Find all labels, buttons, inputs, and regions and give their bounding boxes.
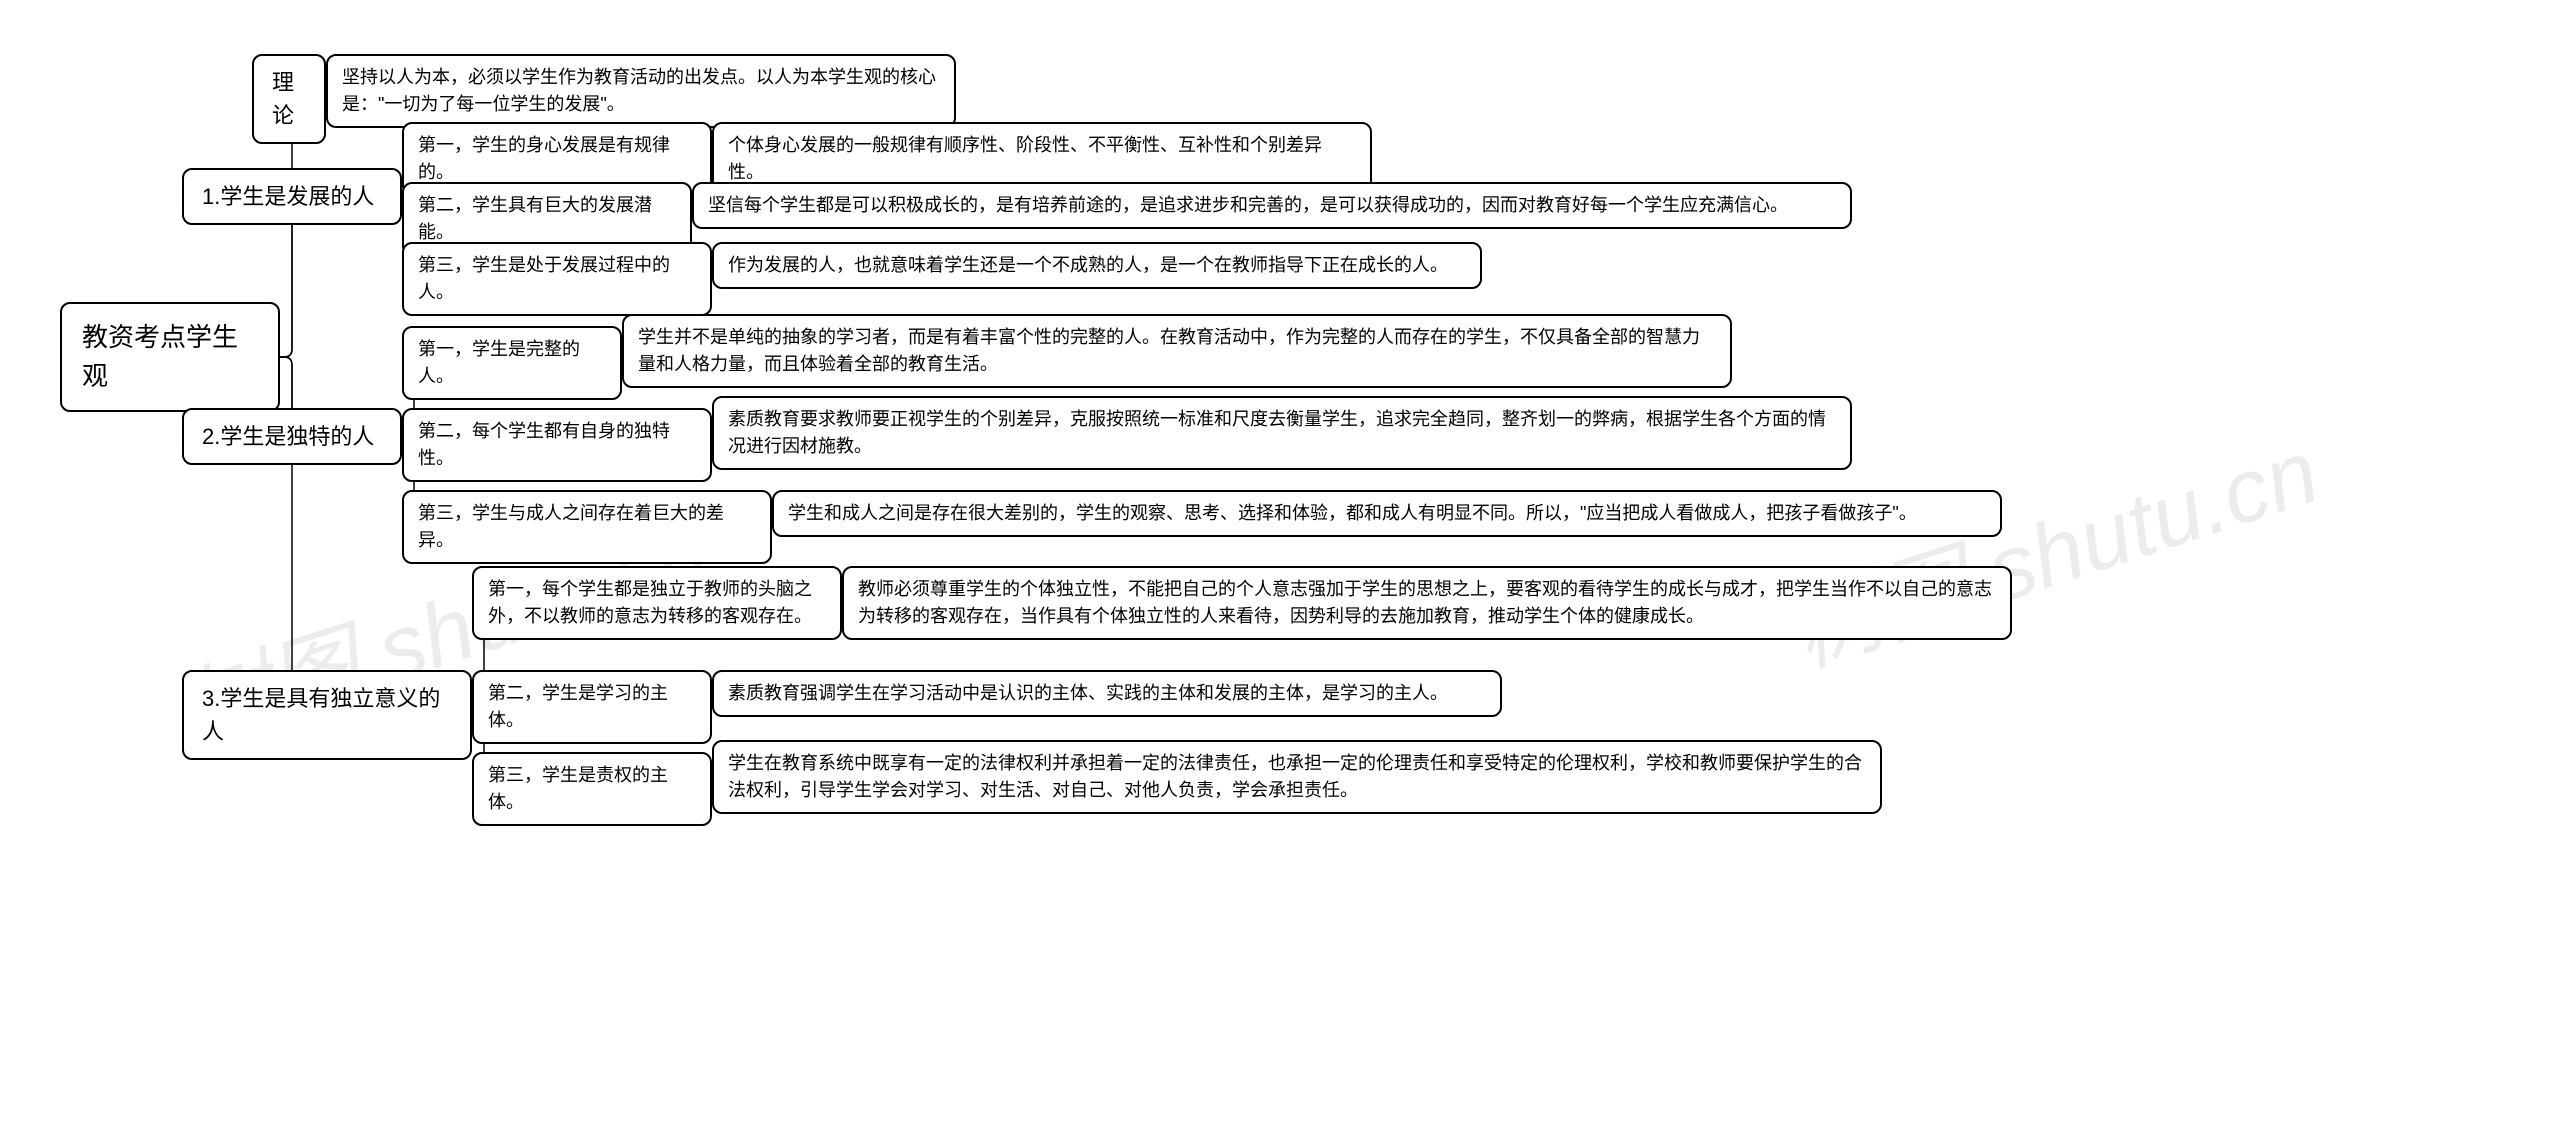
node-b2_3c[interactable]: 学生和成人之间是存在很大差别的，学生的观察、思考、选择和体验，都和成人有明显不同… (772, 490, 2002, 537)
node-b3_1[interactable]: 第一，每个学生都是独立于教师的头脑之外，不以教师的意志为转移的客观存在。 (472, 566, 842, 640)
node-b2_2[interactable]: 第二，每个学生都有自身的独特性。 (402, 408, 712, 482)
node-b3_1c[interactable]: 教师必须尊重学生的个体独立性，不能把自己的个人意志强加于学生的思想之上，要客观的… (842, 566, 2012, 640)
node-b3[interactable]: 3.学生是具有独立意义的人 (182, 670, 472, 760)
node-b1_2c[interactable]: 坚信每个学生都是可以积极成长的，是有培养前途的，是追求进步和完善的，是可以获得成… (692, 182, 1852, 229)
node-theory_c[interactable]: 坚持以人为本，必须以学生作为教育活动的出发点。以人为本学生观的核心是："一切为了… (326, 54, 956, 128)
node-b2_1[interactable]: 第一，学生是完整的人。 (402, 326, 622, 400)
node-b1_3[interactable]: 第三，学生是处于发展过程中的人。 (402, 242, 712, 316)
node-b3_3[interactable]: 第三，学生是责权的主体。 (472, 752, 712, 826)
node-b2_3[interactable]: 第三，学生与成人之间存在着巨大的差异。 (402, 490, 772, 564)
node-b1[interactable]: 1.学生是发展的人 (182, 168, 402, 225)
node-theory[interactable]: 理论 (252, 54, 326, 144)
node-b3_2[interactable]: 第二，学生是学习的主体。 (472, 670, 712, 744)
node-b3_2c[interactable]: 素质教育强调学生在学习活动中是认识的主体、实践的主体和发展的主体，是学习的主人。 (712, 670, 1502, 717)
node-b2[interactable]: 2.学生是独特的人 (182, 408, 402, 465)
watermark-1: 树图 shutu.cn (1773, 399, 2332, 691)
node-b2_2c[interactable]: 素质教育要求教师要正视学生的个别差异，克服按照统一标准和尺度去衡量学生，追求完全… (712, 396, 1852, 470)
node-b3_3c[interactable]: 学生在教育系统中既享有一定的法律权利并承担着一定的法律责任，也承担一定的伦理责任… (712, 740, 1882, 814)
node-b2_1c[interactable]: 学生并不是单纯的抽象的学习者，而是有着丰富个性的完整的人。在教育活动中，作为完整… (622, 314, 1732, 388)
node-root[interactable]: 教资考点学生观 (60, 302, 280, 412)
node-b1_3c[interactable]: 作为发展的人，也就意味着学生还是一个不成熟的人，是一个在教师指导下正在成长的人。 (712, 242, 1482, 289)
